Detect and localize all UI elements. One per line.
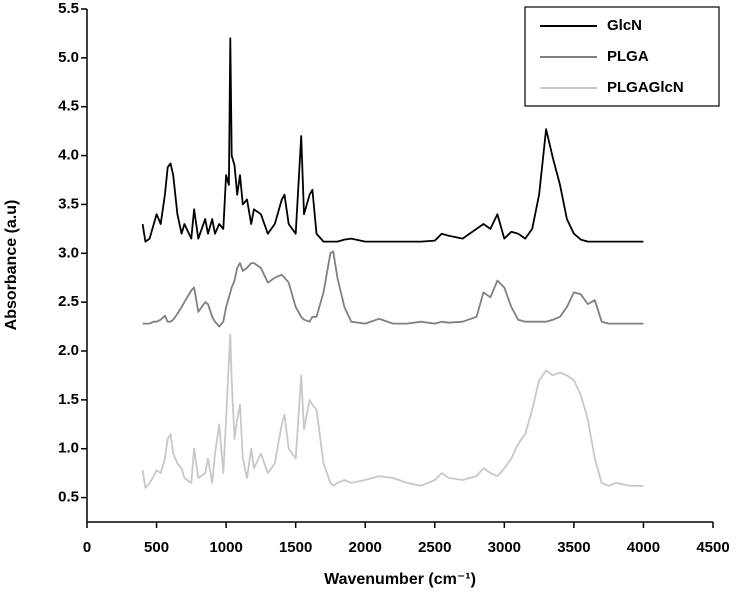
x-tick-label: 1000 [209, 539, 242, 556]
y-tick-label: 5.0 [58, 49, 79, 66]
legend-label: PLGAGlcN [607, 79, 684, 96]
y-tick-label: 2.0 [58, 342, 79, 359]
x-tick-label: 4000 [627, 539, 660, 556]
series-line [141, 37, 644, 243]
x-tick-label: 500 [144, 539, 169, 556]
y-tick-label: 4.0 [58, 147, 79, 164]
x-axis-title: Wavenumber (cm⁻¹) [324, 571, 476, 588]
y-tick-label: 4.5 [58, 98, 79, 115]
x-tick-label: 1500 [279, 539, 312, 556]
x-tick-label: 0 [83, 539, 91, 556]
x-tick-label: 4500 [696, 539, 729, 556]
x-tick-label: 2500 [418, 539, 451, 556]
x-tick-label: 2000 [349, 539, 382, 556]
x-tick-label: 3000 [488, 539, 521, 556]
series-line [142, 250, 644, 328]
y-tick-label: 0.5 [58, 489, 79, 506]
x-tick-label: 3500 [557, 539, 590, 556]
series-line [141, 333, 644, 489]
y-axis-title: Absorbance (a.u) [3, 200, 20, 331]
y-tick-label: 1.5 [58, 391, 79, 408]
y-tick-label: 3.5 [58, 195, 79, 212]
legend-label: GlcN [607, 17, 642, 34]
y-tick-label: 5.5 [58, 0, 79, 17]
legend-label: PLGA [607, 48, 649, 65]
y-tick-label: 1.0 [58, 440, 79, 457]
y-tick-label: 3.0 [58, 244, 79, 261]
y-tick-label: 2.5 [58, 293, 79, 310]
